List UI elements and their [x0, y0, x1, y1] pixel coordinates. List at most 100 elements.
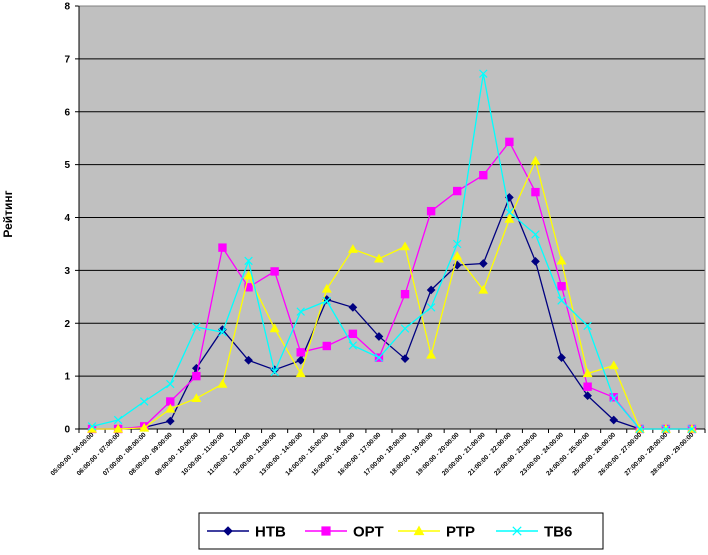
- data-point: [479, 170, 488, 180]
- y-tick-label: 4: [64, 213, 70, 224]
- data-point: [609, 415, 619, 425]
- data-point: [453, 186, 462, 196]
- data-point: [557, 296, 566, 305]
- data-point: [374, 332, 384, 341]
- data-point: [244, 355, 253, 365]
- data-point: [505, 137, 514, 147]
- data-point: [400, 241, 411, 251]
- data-point: [223, 526, 233, 536]
- series-line: [92, 140, 692, 430]
- data-point: [270, 367, 279, 377]
- data-point: [347, 244, 358, 253]
- y-tick-label: 5: [64, 160, 70, 171]
- data-point: [217, 378, 228, 388]
- series-line: [92, 195, 692, 430]
- y-tick-label: 0: [64, 425, 70, 436]
- plot-area: [79, 5, 705, 429]
- legend: НТВ ОРТ РТР ТВ6: [198, 512, 604, 550]
- data-point: [635, 424, 645, 434]
- data-point: [139, 397, 149, 406]
- data-point: [478, 284, 489, 294]
- data-point: [348, 329, 358, 339]
- data-point: [583, 382, 592, 391]
- legend-entry: РТР: [398, 524, 475, 541]
- data-point: [373, 253, 384, 263]
- data-point: [139, 422, 150, 432]
- y-tick-label: 2: [64, 319, 70, 330]
- legend-entry: ОРТ: [305, 524, 384, 541]
- data-point: [321, 283, 332, 293]
- data-point: [512, 526, 522, 536]
- data-point: [296, 348, 305, 357]
- data-point: [269, 323, 280, 333]
- y-tick-label: 1: [64, 372, 70, 383]
- series-line: [91, 73, 692, 430]
- series-lines: [87, 69, 697, 434]
- data-point: [218, 243, 227, 252]
- data-point: [296, 355, 306, 365]
- series-3: [87, 155, 697, 433]
- data-point: [87, 422, 97, 431]
- data-point: [504, 213, 515, 223]
- data-point: [165, 416, 175, 426]
- data-point: [113, 415, 123, 425]
- data-point: [505, 207, 514, 217]
- data-point: [583, 391, 592, 401]
- data-point: [191, 393, 202, 403]
- data-point: [531, 187, 540, 197]
- data-point: [192, 371, 201, 381]
- data-point: [113, 423, 124, 433]
- data-point: [348, 303, 358, 312]
- data-point: [556, 255, 567, 265]
- data-point: [400, 289, 410, 299]
- data-point: [531, 230, 540, 239]
- y-tick-label: 8: [64, 2, 70, 13]
- data-point: [296, 307, 305, 316]
- data-point: [322, 296, 332, 306]
- y-tick-label: 7: [64, 54, 70, 65]
- legend-entry: ТВ6: [496, 524, 572, 541]
- data-point: [426, 206, 436, 216]
- data-point: [530, 155, 541, 165]
- data-point: [400, 354, 410, 364]
- data-point: [557, 282, 566, 291]
- data-point: [413, 525, 425, 536]
- data-point: [661, 424, 671, 434]
- legend-label: РТР: [446, 524, 475, 541]
- y-tick-label: 3: [64, 266, 70, 277]
- series-line: [92, 158, 692, 430]
- data-point: [192, 322, 201, 332]
- x-tick-label: 05:00:00 - 06:00:00: [50, 431, 96, 477]
- data-point: [348, 341, 358, 350]
- data-point: [321, 526, 331, 536]
- data-point: [609, 394, 618, 403]
- data-point: [687, 424, 697, 434]
- data-point: [557, 353, 566, 362]
- data-point: [244, 256, 253, 266]
- data-point: [583, 321, 592, 331]
- data-point: [244, 283, 253, 292]
- data-point: [166, 379, 175, 389]
- data-point: [426, 349, 437, 359]
- data-point: [426, 303, 436, 312]
- series-4: [87, 69, 697, 434]
- legend-label: НТВ: [255, 524, 286, 541]
- data-point: [270, 267, 279, 276]
- data-point: [165, 403, 176, 413]
- data-point: [400, 324, 410, 333]
- data-point: [374, 353, 384, 362]
- data-point: [322, 341, 331, 351]
- data-point: [582, 368, 593, 378]
- data-point: [452, 250, 463, 260]
- data-point: [531, 257, 540, 266]
- data-point: [608, 360, 619, 370]
- data-point: [452, 239, 462, 249]
- legend-label: ОРТ: [353, 524, 384, 541]
- y-tick-label: 6: [64, 107, 70, 118]
- legend-entry: НТВ: [207, 524, 286, 541]
- data-point: [295, 368, 306, 378]
- axes: [75, 5, 706, 433]
- y-axis-label: Рейтинг: [1, 190, 15, 237]
